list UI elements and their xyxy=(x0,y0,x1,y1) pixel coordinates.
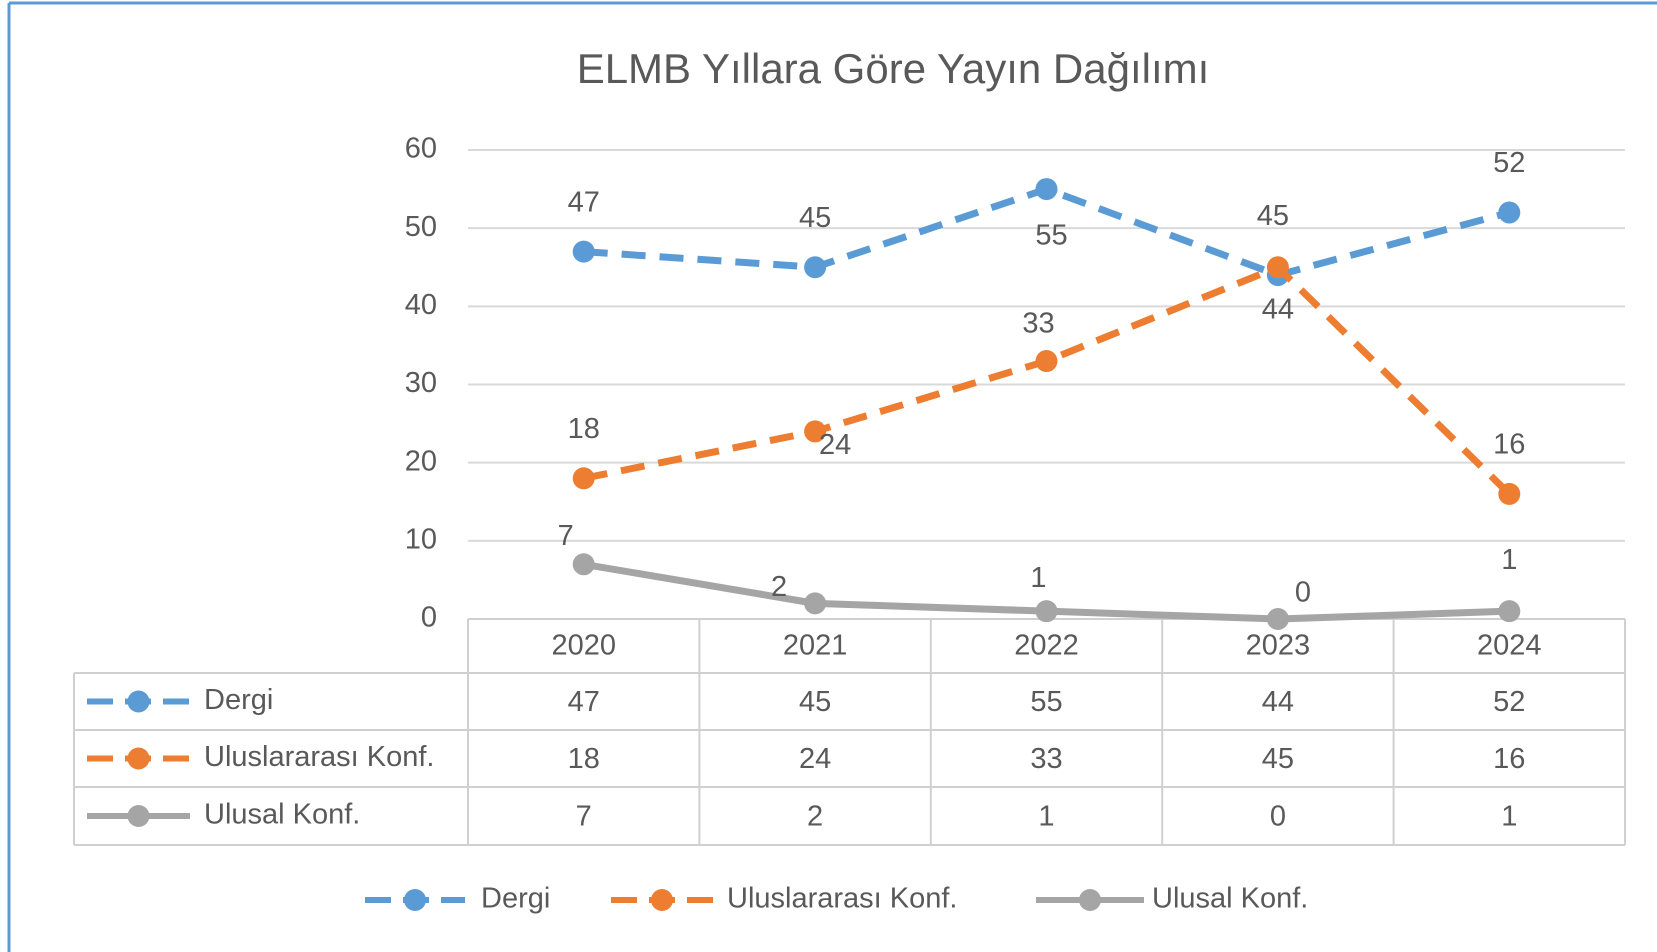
data-label: 1 xyxy=(1501,544,1517,576)
data-label: 44 xyxy=(1262,294,1294,326)
table-cell: 44 xyxy=(1262,686,1294,718)
y-tick-label: 50 xyxy=(405,211,437,243)
x-tick-label: 2022 xyxy=(1014,630,1079,662)
chart-title: ELMB Yıllara Göre Yayın Dağılımı xyxy=(577,45,1210,92)
data-point xyxy=(572,240,595,263)
legend-marker xyxy=(127,805,150,827)
table-cell: 0 xyxy=(1270,801,1286,833)
table-cell: 45 xyxy=(799,686,831,718)
table-cell: 55 xyxy=(1030,686,1062,718)
legend-marker xyxy=(404,889,426,911)
y-tick-label: 40 xyxy=(405,289,437,321)
legend-marker xyxy=(651,889,673,911)
data-label: 0 xyxy=(1295,577,1311,609)
y-tick-label: 20 xyxy=(405,445,437,477)
legend-label: Uluslararası Konf. xyxy=(727,883,958,915)
data-point xyxy=(572,553,595,576)
x-tick-label: 2024 xyxy=(1477,630,1542,662)
data-point xyxy=(1498,482,1521,505)
data-label: 55 xyxy=(1035,220,1067,252)
legend-label: Ulusal Konf. xyxy=(1152,883,1308,915)
y-tick-label: 10 xyxy=(405,523,437,555)
legend-marker xyxy=(127,690,150,713)
data-point xyxy=(1266,608,1289,630)
y-tick-label: 30 xyxy=(405,367,437,399)
data-label: 18 xyxy=(568,413,600,445)
table-cell: 16 xyxy=(1493,743,1525,775)
data-point xyxy=(572,467,595,490)
x-tick-label: 2021 xyxy=(783,630,848,662)
table-cell: 18 xyxy=(568,743,600,775)
data-label: 24 xyxy=(819,429,851,461)
data-point xyxy=(804,592,827,615)
data-point xyxy=(1035,350,1058,373)
table-cell: 33 xyxy=(1030,743,1062,775)
data-point xyxy=(1498,600,1521,623)
data-label: 45 xyxy=(799,202,831,234)
series-line xyxy=(583,263,1512,497)
legend-marker xyxy=(1079,889,1101,911)
data-label: 45 xyxy=(1257,200,1289,232)
table-cell: 24 xyxy=(799,743,831,775)
data-label: 52 xyxy=(1493,147,1525,179)
table-row-label: Ulusal Konf. xyxy=(204,799,360,831)
legend-label: Dergi xyxy=(481,883,550,915)
table-cell: 2 xyxy=(807,801,823,833)
y-tick-label: 0 xyxy=(421,602,437,634)
data-label: 2 xyxy=(771,571,787,603)
legend-marker xyxy=(127,747,150,770)
data-label: 7 xyxy=(558,520,574,552)
data-label: 47 xyxy=(568,186,600,218)
table-row-label: Uluslararası Konf. xyxy=(204,741,435,773)
data-label: 16 xyxy=(1493,429,1525,461)
data-point xyxy=(1266,256,1289,279)
table-cell: 1 xyxy=(1501,801,1517,833)
x-tick-label: 2023 xyxy=(1246,630,1311,662)
data-point xyxy=(1035,178,1058,201)
table-cell: 45 xyxy=(1262,743,1294,775)
data-label: 1 xyxy=(1030,562,1046,594)
data-point xyxy=(1498,201,1521,224)
data-point xyxy=(804,420,827,443)
data-point xyxy=(804,256,827,279)
table-cell: 7 xyxy=(576,801,592,833)
data-label: 33 xyxy=(1022,308,1054,340)
table-row-label: Dergi xyxy=(204,684,273,716)
data-point xyxy=(1035,600,1058,623)
y-tick-label: 60 xyxy=(405,133,437,165)
x-tick-label: 2020 xyxy=(551,630,616,662)
table-cell: 47 xyxy=(568,686,600,718)
table-cell: 52 xyxy=(1493,686,1525,718)
table-cell: 1 xyxy=(1038,801,1054,833)
